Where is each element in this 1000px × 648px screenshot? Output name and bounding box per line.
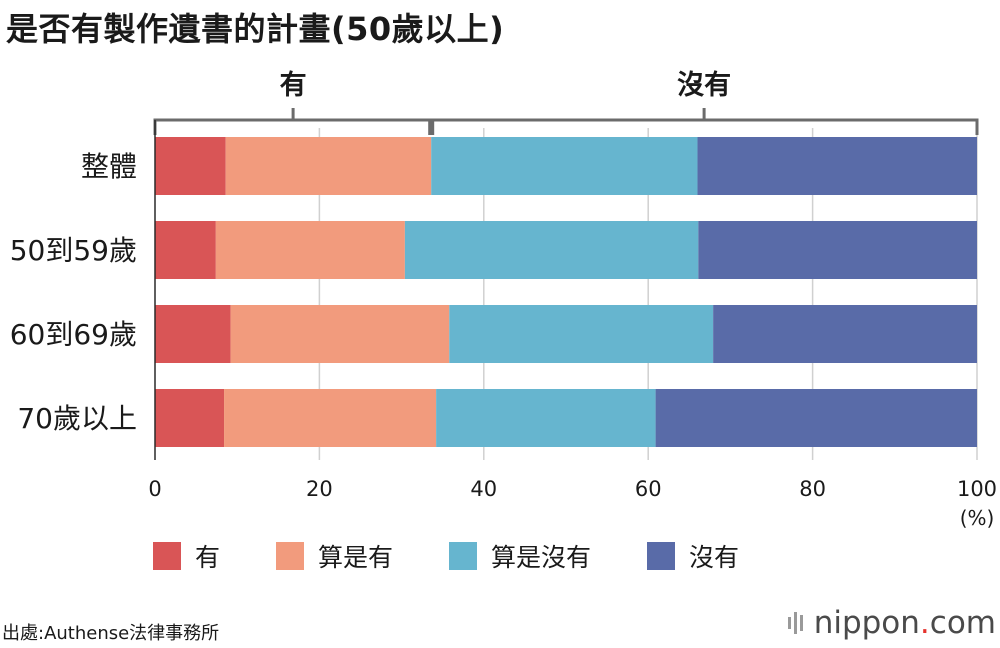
- bar-segment: [697, 137, 977, 195]
- bar-segment: [713, 305, 977, 363]
- bar-segment: [431, 137, 698, 195]
- legend-label: 算是沒有: [491, 543, 592, 572]
- x-tick-label: 0: [148, 477, 161, 501]
- category-label: 60到69歲: [10, 318, 137, 351]
- brand-dot: .: [919, 605, 930, 641]
- bracket-line: [153, 118, 979, 135]
- bar-segment: [155, 137, 226, 195]
- category-label: 70歲以上: [17, 402, 137, 435]
- x-tick-label: 100: [957, 477, 997, 501]
- source-note: 出處:Authense法律事務所: [2, 623, 220, 644]
- bar-segment: [449, 305, 714, 363]
- legend-item: 算是沒有: [449, 538, 591, 574]
- bracket-label: 沒有: [677, 70, 731, 101]
- x-tick-label: 80: [799, 477, 826, 501]
- legend-item: 算是有: [276, 538, 393, 574]
- summary-bracket: 有 沒有: [153, 70, 979, 135]
- brand-suffix: com: [929, 605, 996, 641]
- bar-segment: [215, 221, 405, 279]
- category-label: 整體: [81, 150, 137, 183]
- x-tick-label: 40: [470, 477, 497, 501]
- bar-segment: [655, 389, 977, 447]
- brand-bars-icon: [787, 612, 806, 634]
- legend: 有 算是有 算是沒有 沒有: [153, 538, 795, 574]
- bar-segment: [436, 389, 656, 447]
- legend-swatch: [276, 542, 305, 570]
- bar-segment: [225, 137, 432, 195]
- x-tick-label: 20: [306, 477, 333, 501]
- legend-swatch: [647, 542, 676, 570]
- legend-swatch: [153, 542, 181, 570]
- x-unit-label: (%): [960, 506, 995, 530]
- bar-segment: [698, 221, 977, 279]
- legend-item: 沒有: [647, 538, 739, 574]
- bar-segment: [230, 305, 450, 363]
- legend-label: 算是有: [318, 543, 394, 572]
- bar-segment: [224, 389, 437, 447]
- legend-label: 有: [195, 543, 221, 572]
- nippon-logo: nippon. com: [787, 605, 996, 641]
- bar-segment: [155, 389, 225, 447]
- bar-segment: [155, 305, 231, 363]
- bar-segment: [404, 221, 699, 279]
- bar-group: [155, 137, 977, 447]
- x-axis: 0 20 40 60 80 100 (%): [148, 120, 997, 530]
- brand-name: nippon: [813, 605, 920, 641]
- legend-swatch: [449, 542, 478, 570]
- category-label: 50到59歲: [10, 234, 137, 267]
- chart-canvas: 有 沒有 整體 50到59歲 60到69歲 70歲以上 0 20 40 60 80 100 (%): [10, 70, 997, 530]
- legend-item: 有: [153, 538, 220, 574]
- chart-title: 是否有製作遺書的計畫(50歲以上): [6, 10, 505, 48]
- category-labels: 整體 50到59歲 60到69歲 70歲以上: [10, 150, 137, 435]
- legend-label: 沒有: [689, 543, 740, 572]
- x-tick-label: 60: [635, 477, 662, 501]
- bracket-label: 有: [280, 70, 307, 101]
- bar-segment: [155, 221, 216, 279]
